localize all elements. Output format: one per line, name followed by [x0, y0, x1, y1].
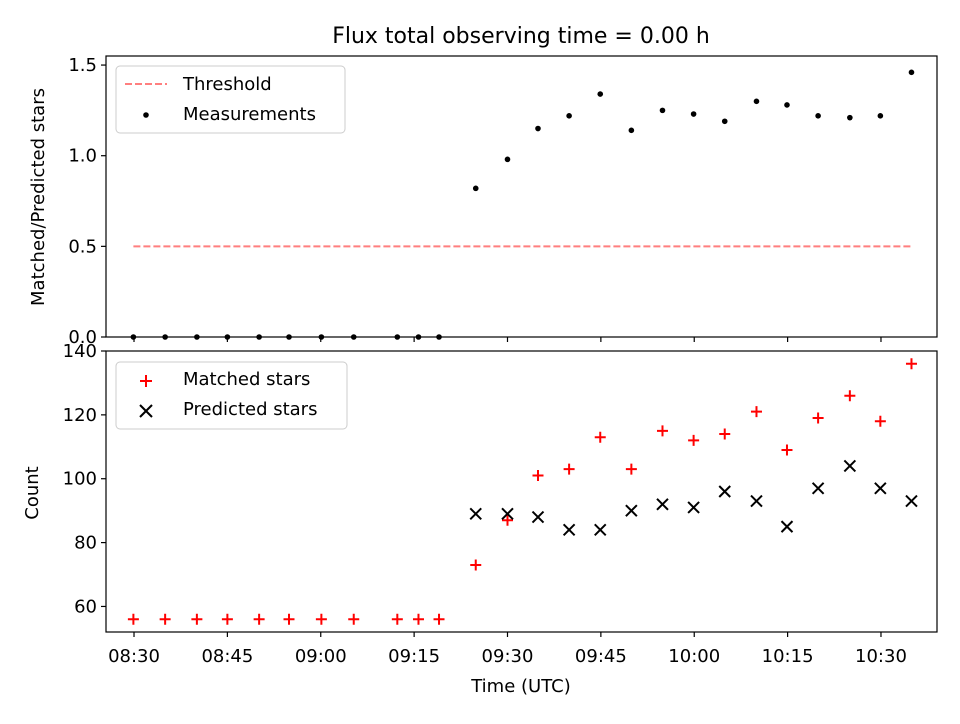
- bottom-legend: Matched stars Predicted stars: [115, 361, 348, 430]
- predicted-stars-point: [656, 498, 669, 511]
- x-axis-label: Time (UTC): [470, 676, 571, 697]
- predicted-stars-point: [594, 523, 607, 537]
- predicted-stars-point: [501, 507, 514, 521]
- matched-stars-point: [433, 613, 445, 625]
- chart-title: Flux total observing time = 0.00 h: [332, 24, 710, 49]
- predicted-stars-point: [780, 520, 794, 533]
- matched-stars-point: [412, 613, 424, 625]
- x-tick-label: 10:30: [855, 646, 907, 667]
- matched-stars-point: [688, 434, 700, 446]
- measurement-point: [659, 107, 666, 114]
- predicted-stars-point: [687, 501, 700, 514]
- top-y-axis-label: Matched/Predicted stars: [28, 88, 49, 306]
- top-y-tick-label: 0.0: [68, 327, 97, 348]
- bottom-y-tick-label: 100: [63, 469, 97, 490]
- measurement-point: [847, 114, 853, 121]
- matched-stars-legend-label: Matched stars: [183, 369, 310, 390]
- measurement-point: [628, 127, 635, 134]
- measurements-legend-swatch: [143, 112, 149, 118]
- bottom-y-axis-label: Count: [22, 466, 43, 519]
- bottom-panel: 60 80 100 120 140: [63, 341, 918, 625]
- x-tick-label: 09:45: [575, 646, 627, 667]
- matched-stars-point: [532, 470, 544, 482]
- bottom-y-tick-label: 120: [63, 405, 97, 426]
- predicted-stars-point: [625, 504, 638, 517]
- top-legend: Threshold Measurements: [115, 65, 346, 134]
- matched-stars-point: [315, 613, 327, 625]
- predicted-stars-point: [531, 510, 545, 524]
- matched-stars-point: [844, 390, 856, 402]
- top-axes-frame: [105, 55, 938, 338]
- bottom-legend-box: [115, 361, 348, 430]
- x-tick-label: 08:45: [201, 646, 253, 667]
- x-tick-label: 08:30: [108, 646, 160, 667]
- matched-stars-point: [625, 463, 637, 475]
- predicted-stars-point: [469, 507, 482, 521]
- measurement-point: [753, 98, 760, 105]
- matched-stars-point: [594, 431, 606, 443]
- x-tick-label: 09:15: [388, 646, 440, 667]
- bottom-y-tick-label: 60: [74, 596, 97, 617]
- top-legend-box: [115, 65, 346, 134]
- predicted-stars-point: [874, 482, 887, 495]
- matched-stars-point: [191, 613, 203, 625]
- bottom-axes-frame: [105, 350, 938, 633]
- measurement-point: [472, 185, 479, 192]
- measurements-legend-label: Measurements: [183, 104, 316, 125]
- matched-stars-point: [501, 514, 513, 526]
- matched-stars-legend-swatch: [140, 375, 152, 387]
- matched-stars-point: [874, 415, 886, 427]
- x-tick-label: 10:00: [668, 646, 720, 667]
- measurement-point: [908, 69, 915, 76]
- predicted-stars-point: [811, 482, 825, 495]
- matched-stars-point: [656, 425, 668, 437]
- measurement-point: [566, 113, 572, 119]
- top-y-tick-label: 1.5: [68, 55, 97, 76]
- matched-stars-point: [719, 428, 731, 440]
- predicted-stars-point: [843, 459, 857, 473]
- matched-stars-point: [221, 613, 233, 625]
- matched-stars-point: [905, 358, 917, 370]
- predicted-stars-point: [750, 494, 763, 508]
- x-axis-ticks: 08:30 08:45 09:00 09:15 09:30 09:45 10:00 10:15…: [108, 337, 907, 667]
- predicted-stars-point: [905, 494, 918, 508]
- predicted-stars-legend-swatch: [139, 404, 153, 418]
- matched-stars-point: [470, 559, 482, 571]
- top-y-tick-label: 0.5: [68, 236, 97, 257]
- matched-stars-point: [283, 613, 295, 625]
- predicted-stars-legend-label: Predicted stars: [183, 399, 317, 420]
- x-tick-label: 10:15: [762, 646, 814, 667]
- matched-stars-point: [253, 613, 265, 625]
- matched-stars-point: [348, 613, 360, 625]
- measurement-point: [721, 118, 728, 125]
- matched-stars-point: [127, 613, 139, 625]
- measurement-point: [504, 156, 511, 163]
- matched-stars-point: [812, 412, 824, 424]
- matched-stars-point: [563, 463, 575, 475]
- measurement-point: [535, 125, 541, 132]
- measurement-point: [690, 111, 697, 117]
- x-tick-label: 09:00: [295, 646, 347, 667]
- matched-stars-point: [159, 613, 171, 625]
- measurement-point: [597, 91, 604, 97]
- threshold-legend-label: Threshold: [182, 74, 272, 95]
- matched-stars-point: [391, 613, 403, 625]
- predicted-stars-point: [562, 523, 576, 537]
- matched-stars-point: [781, 444, 793, 456]
- x-tick-label: 09:30: [482, 646, 534, 667]
- measurement-point: [784, 102, 790, 108]
- matched-stars-point: [750, 406, 762, 418]
- top-y-tick-label: 1.0: [68, 146, 97, 167]
- predicted-stars-point: [718, 485, 731, 498]
- measurement-point: [815, 113, 821, 119]
- bottom-y-tick-label: 80: [74, 533, 97, 554]
- measurement-point: [877, 113, 884, 119]
- bottom-y-tick-label: 140: [63, 341, 97, 362]
